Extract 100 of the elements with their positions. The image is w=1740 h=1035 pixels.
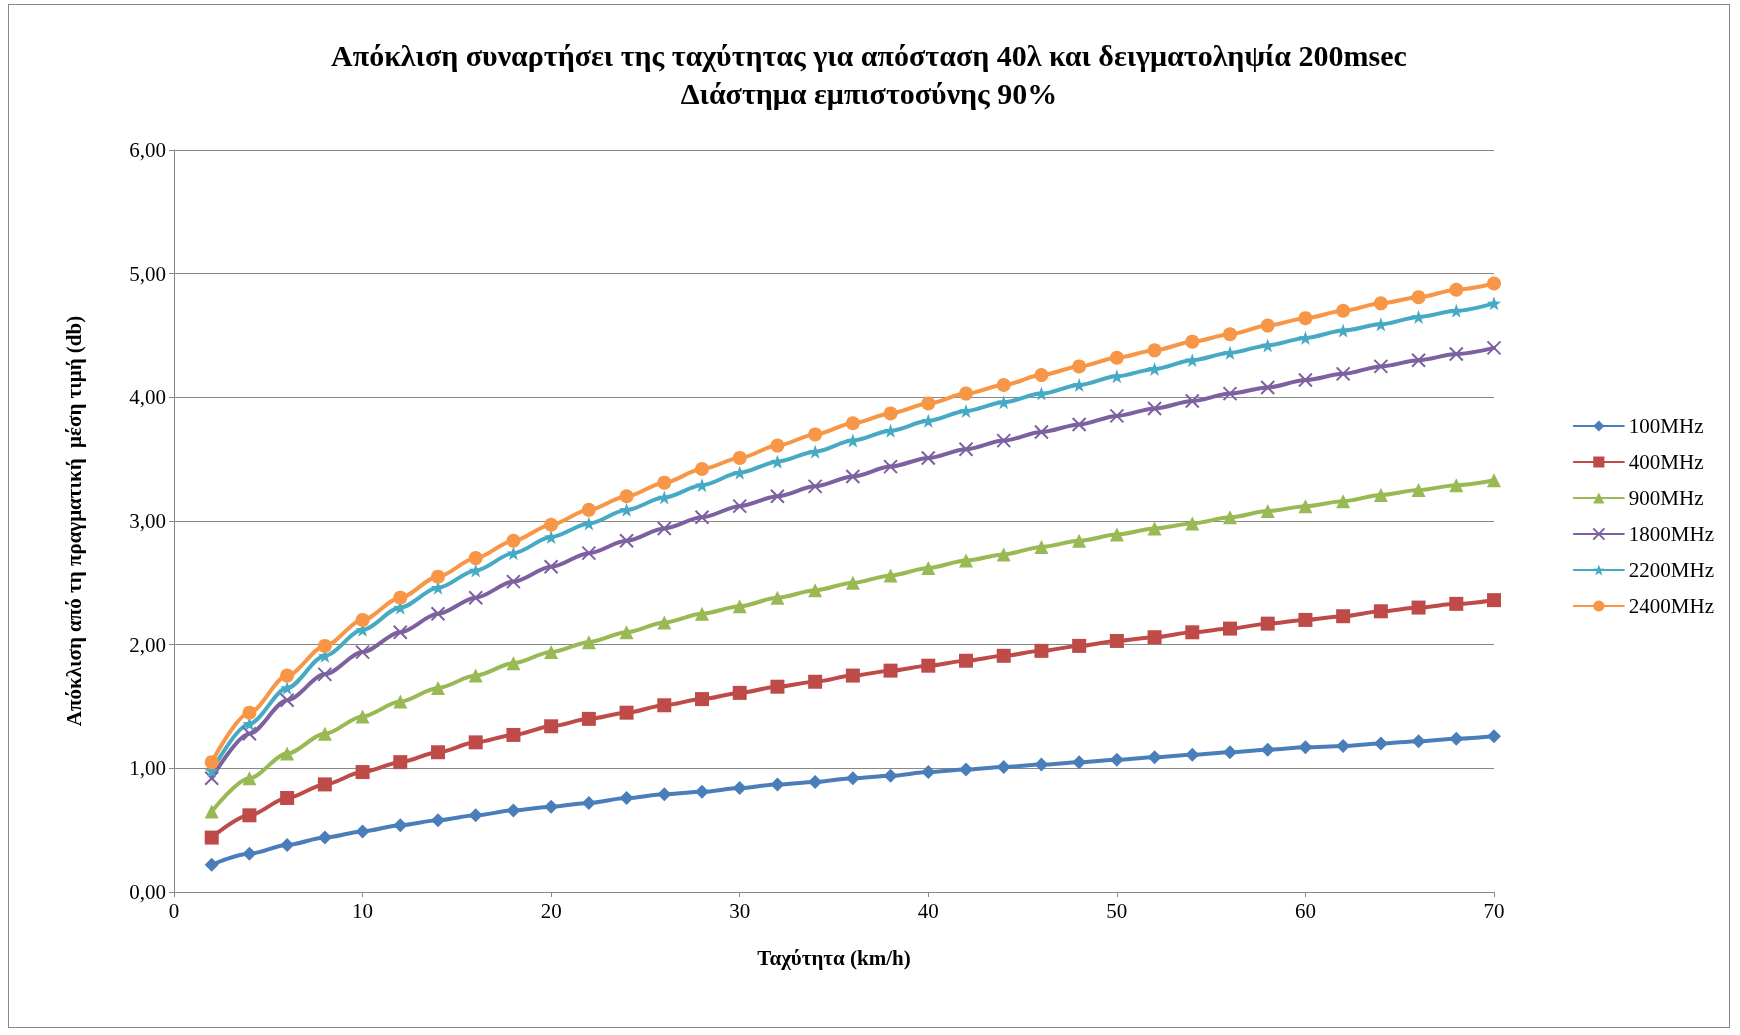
point [393, 818, 408, 833]
point [732, 599, 747, 614]
y-tick-label: 6,00 [129, 138, 166, 162]
x-tick-label: 10 [352, 898, 374, 923]
point [506, 533, 521, 548]
point [317, 726, 332, 741]
point [1033, 424, 1049, 440]
point [1411, 352, 1427, 368]
point [1297, 372, 1313, 388]
point [581, 516, 596, 531]
point [1373, 317, 1388, 332]
point [204, 830, 219, 845]
point [1185, 747, 1200, 762]
point [921, 658, 936, 673]
y-tick-label: 4,00 [129, 385, 166, 410]
point [581, 711, 596, 726]
point [657, 475, 672, 490]
point [1487, 276, 1501, 291]
point [317, 830, 332, 845]
point [506, 803, 521, 818]
point [883, 568, 898, 583]
point [1260, 318, 1275, 333]
point [431, 813, 445, 828]
point [317, 638, 332, 653]
point [1109, 369, 1124, 384]
point [1336, 494, 1351, 509]
point [959, 553, 973, 568]
legend-label: 400MHz [1628, 450, 1704, 474]
point [280, 838, 295, 853]
point [1411, 600, 1426, 615]
point [242, 808, 257, 823]
point [1185, 516, 1200, 531]
y-tick-label: 2,00 [129, 632, 166, 657]
y-tick-label: 0,00 [129, 880, 166, 904]
point [808, 674, 823, 689]
point [1373, 296, 1388, 311]
point [732, 781, 747, 796]
point [883, 459, 899, 475]
point [1486, 340, 1502, 356]
point [1223, 345, 1237, 360]
point [204, 804, 219, 819]
legend-label: 100MHz [1628, 414, 1704, 438]
point [544, 645, 559, 660]
point [1487, 729, 1501, 744]
point [1260, 742, 1275, 757]
point [1335, 366, 1351, 382]
point [996, 377, 1011, 392]
point [1411, 483, 1426, 498]
point [1373, 488, 1388, 503]
point [695, 784, 709, 799]
legend-label: 2200MHz [1628, 558, 1715, 582]
point [921, 765, 936, 780]
point [1072, 755, 1087, 770]
point [770, 438, 785, 453]
point [392, 624, 408, 640]
x-tick-label: 60 [1294, 898, 1316, 923]
point [468, 735, 483, 750]
point [657, 787, 672, 802]
point [1223, 327, 1237, 342]
point [1298, 740, 1313, 755]
point [242, 771, 257, 786]
point [241, 726, 257, 742]
point [845, 771, 860, 786]
point [1487, 296, 1501, 311]
point [581, 795, 596, 810]
point [921, 396, 936, 411]
point [393, 694, 408, 709]
point [544, 799, 559, 814]
point [1448, 346, 1464, 362]
point [1336, 609, 1351, 624]
point [355, 824, 370, 839]
point [1336, 303, 1351, 318]
point [1223, 745, 1237, 760]
point [468, 668, 483, 683]
point [1147, 343, 1162, 358]
point [204, 857, 219, 872]
point [242, 705, 257, 720]
point [1373, 736, 1388, 751]
point [1298, 499, 1313, 514]
point [996, 760, 1011, 775]
point [393, 590, 408, 605]
point [1411, 290, 1426, 305]
point [1223, 510, 1237, 525]
point [770, 777, 785, 792]
point [694, 509, 710, 525]
point [1373, 358, 1389, 374]
point [1449, 282, 1464, 297]
x-axis-title: Ταχύτητα (km/h) [757, 945, 911, 970]
y-tick-label: 5,00 [129, 261, 166, 286]
point [543, 559, 559, 575]
point [1373, 604, 1388, 619]
point [355, 644, 371, 660]
point [770, 679, 785, 694]
point [204, 770, 220, 786]
point [355, 765, 370, 780]
point [1185, 625, 1200, 640]
point [1449, 731, 1464, 746]
point [1109, 527, 1124, 542]
point [1034, 643, 1049, 658]
point [1147, 630, 1162, 645]
